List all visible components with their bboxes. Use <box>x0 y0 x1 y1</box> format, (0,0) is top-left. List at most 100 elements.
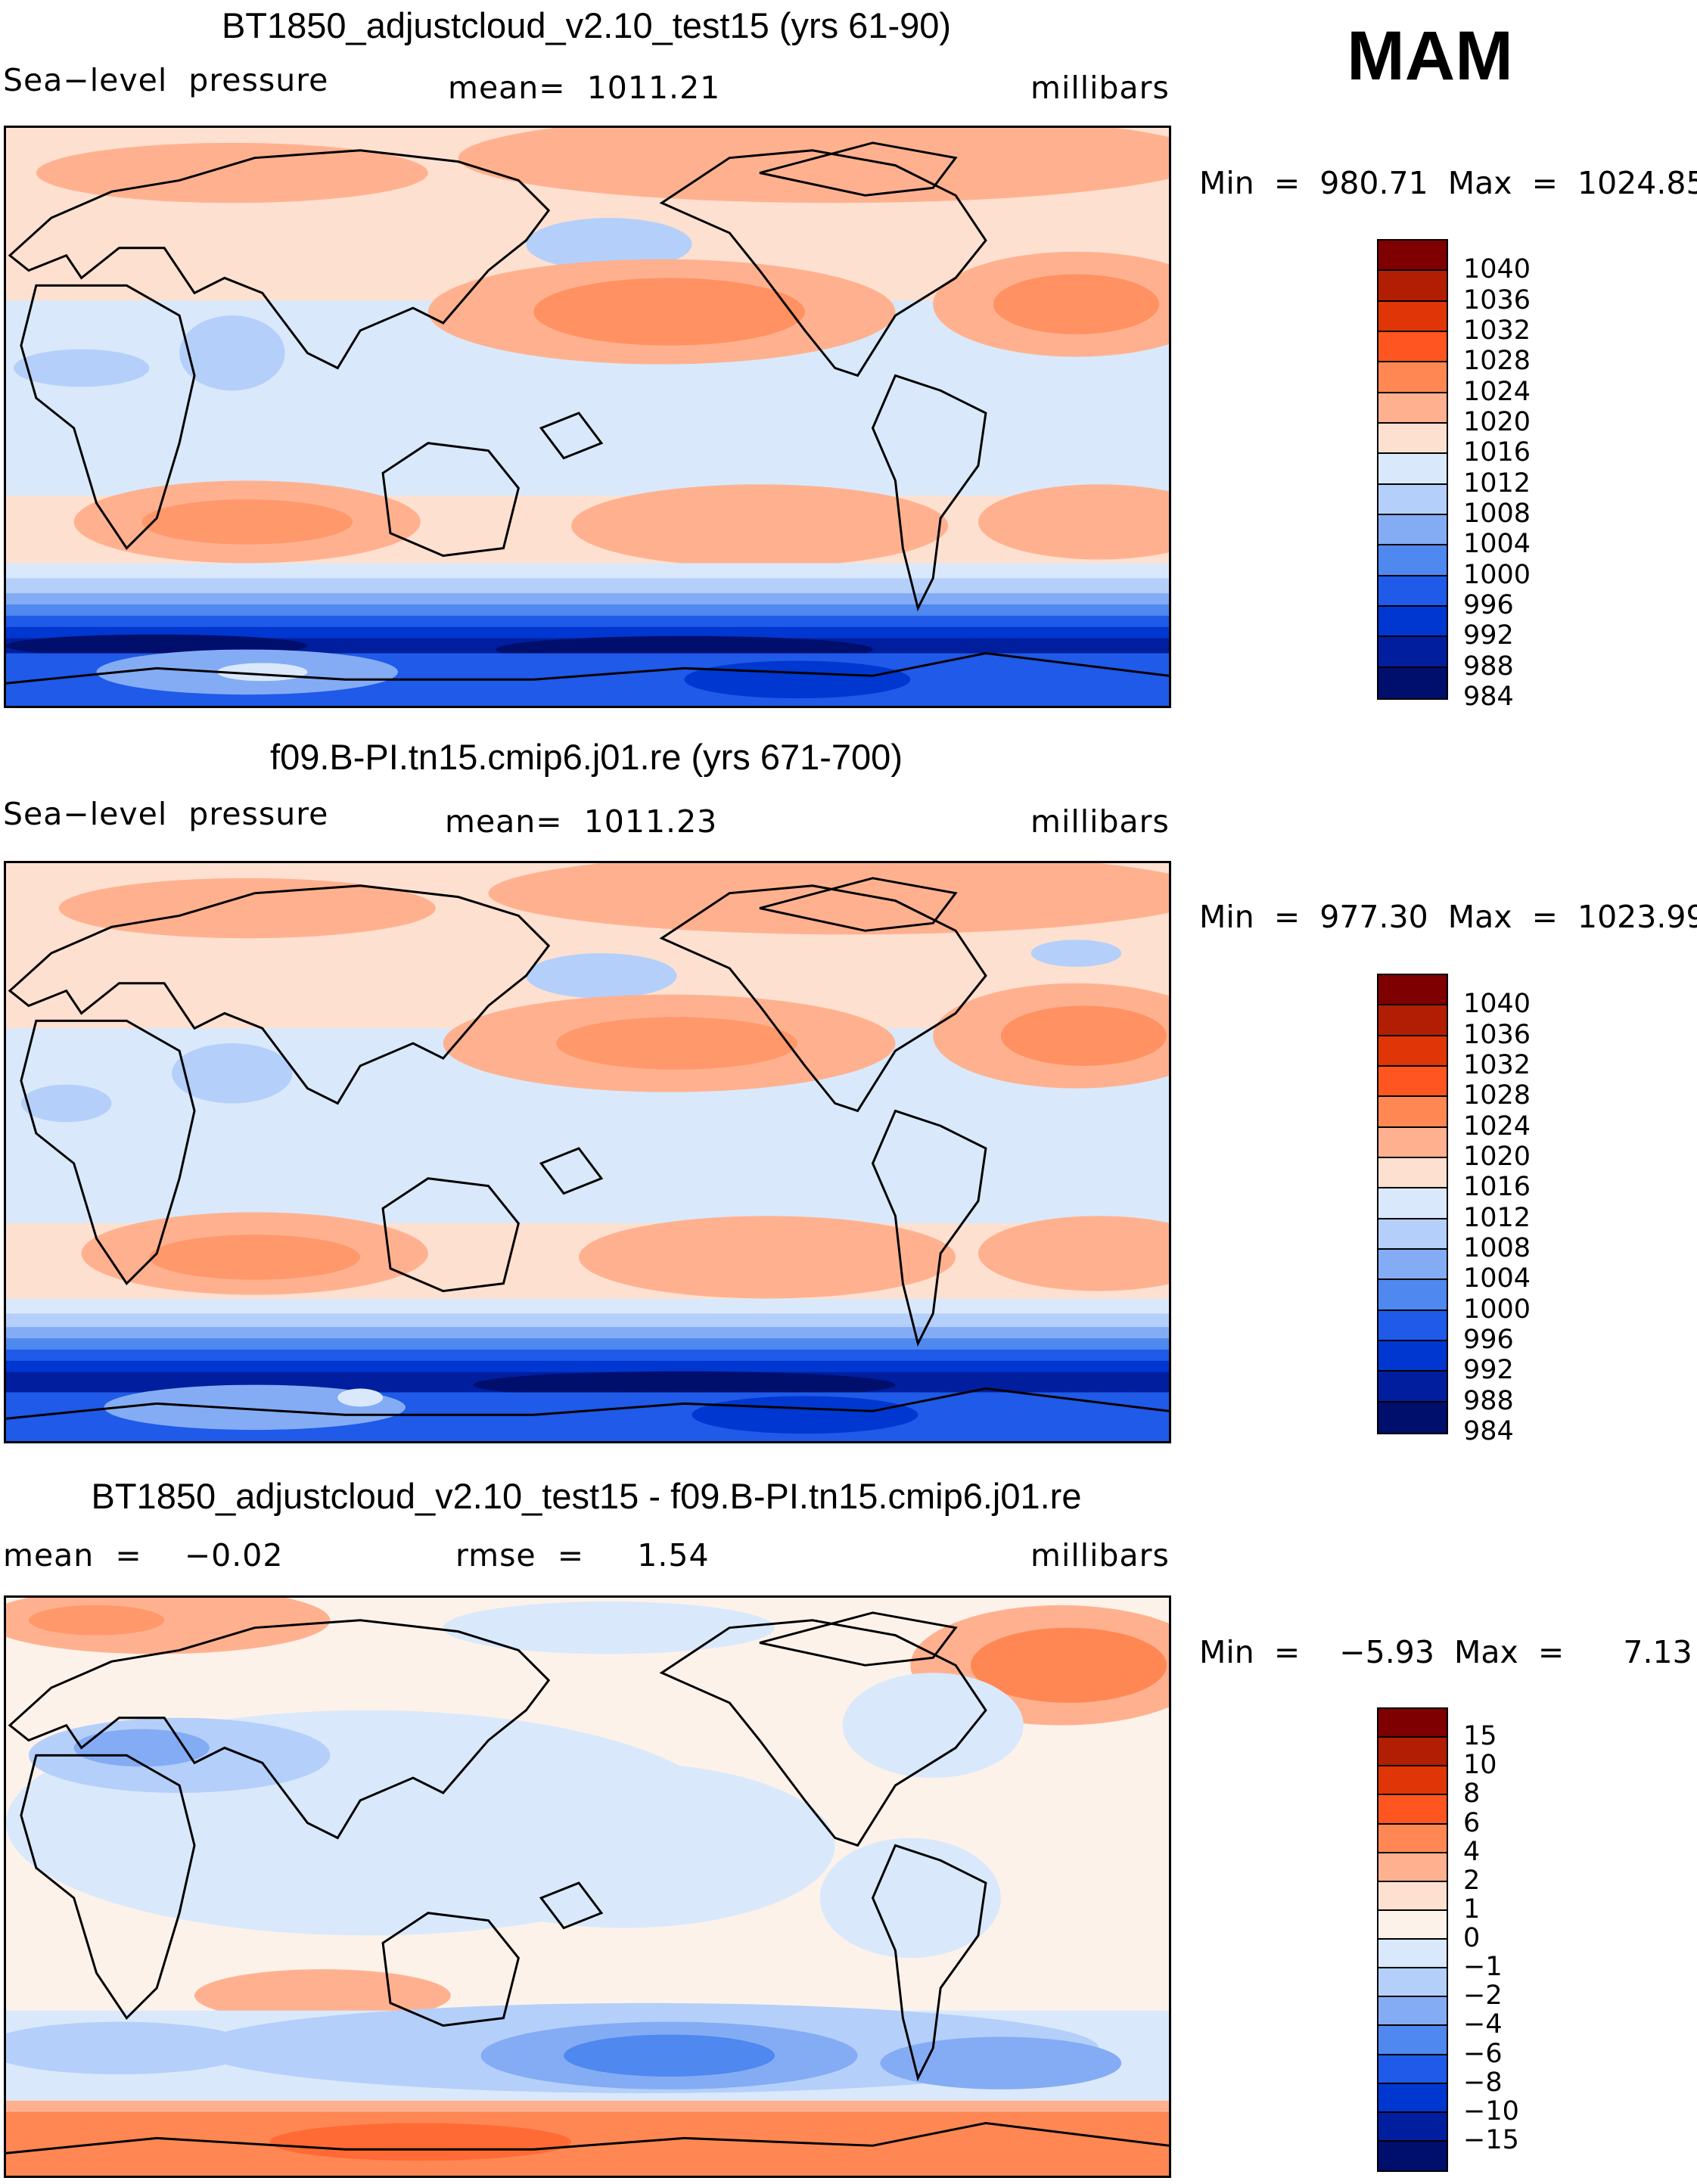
colorbar-tick-label: 984 <box>1463 1416 1514 1446</box>
colorbar-swatch <box>1378 975 1447 1006</box>
colorbar-tick-label: 1000 <box>1463 559 1531 590</box>
colorbar-swatch <box>1378 1795 1447 1825</box>
colorbar-swatch <box>1378 1766 1447 1796</box>
panel-2-map-svg <box>6 863 1169 1441</box>
colorbar-swatch <box>1378 1402 1447 1433</box>
colorbar-swatch <box>1378 545 1447 576</box>
panel-1-title: BT1850_adjustcloud_v2.10_test15 (yrs 61-… <box>221 5 952 45</box>
colorbar-swatch <box>1378 1968 1447 1998</box>
panel-3-units-label: millibars <box>1030 1537 1170 1574</box>
colorbar-swatch <box>1378 271 1447 302</box>
panel-3-map-svg <box>6 1598 1169 2176</box>
panel-1-map <box>4 126 1171 708</box>
colorbar-tick-label: 1016 <box>1463 437 1531 468</box>
colorbar-tick-label: 1004 <box>1463 1263 1531 1294</box>
colorbar-tick-label: 984 <box>1463 682 1514 712</box>
colorbar-swatch <box>1378 423 1447 455</box>
colorbar-tick-label: 15 <box>1463 1721 1497 1752</box>
colorbar-tick-label: 996 <box>1463 1325 1514 1355</box>
colorbar-swatch <box>1378 1853 1447 1882</box>
colorbar-tick-label: −15 <box>1463 2124 1519 2155</box>
colorbar-swatch <box>1378 1372 1447 1403</box>
panel-2-map <box>4 861 1171 1443</box>
colorbar-tick-label: 1032 <box>1463 1050 1531 1080</box>
colorbar-swatch <box>1378 241 1447 272</box>
colorbar-tick-label: −8 <box>1463 2067 1503 2098</box>
panel-2-colorbar <box>1377 974 1448 1434</box>
panel-1-mean-label: mean= 1011.21 <box>448 70 721 106</box>
colorbar-swatch <box>1378 1188 1447 1219</box>
colorbar-tick-label: 1036 <box>1463 284 1531 315</box>
colorbar-swatch <box>1378 454 1447 485</box>
colorbar-swatch <box>1378 362 1447 393</box>
colorbar-swatch <box>1378 1005 1447 1036</box>
panel-2-title: f09.B-PI.tn15.cmip6.j01.re (yrs 671-700) <box>270 737 903 777</box>
colorbar-tick-label: 1020 <box>1463 407 1531 437</box>
colorbar-swatch <box>1378 606 1447 638</box>
colorbar-swatch <box>1378 1881 1447 1911</box>
panel-1-minmax: Min = 980.71 Max = 1024.85 <box>1199 165 1697 201</box>
colorbar-tick-label: 988 <box>1463 651 1514 682</box>
panel-2-variable-label: Sea−level pressure <box>3 796 329 832</box>
colorbar-swatch <box>1378 1940 1447 1969</box>
panel-3-rmse-label: rmse = 1.54 <box>455 1537 710 1574</box>
colorbar-swatch <box>1378 514 1447 546</box>
colorbar-tick-label: 1008 <box>1463 499 1531 529</box>
panel-1-units-label: millibars <box>1030 70 1170 106</box>
colorbar-swatch <box>1378 1036 1447 1067</box>
colorbar-swatch <box>1378 2026 1447 2055</box>
colorbar-swatch <box>1378 331 1447 363</box>
colorbar-swatch <box>1378 484 1447 515</box>
colorbar-swatch <box>1378 637 1447 668</box>
colorbar-tick-label: 1040 <box>1463 989 1531 1020</box>
colorbar-swatch <box>1378 1341 1447 1372</box>
colorbar-tick-label: −1 <box>1463 1952 1503 1983</box>
panel-2-mean-label: mean= 1011.23 <box>445 803 718 840</box>
colorbar-swatch <box>1378 667 1447 698</box>
colorbar-tick-label: 1 <box>1463 1894 1481 1925</box>
colorbar-tick-label: 1012 <box>1463 1202 1531 1233</box>
panel-1-colorbar <box>1377 239 1448 700</box>
colorbar-tick-label: −6 <box>1463 2038 1503 2069</box>
colorbar-swatch <box>1378 393 1447 424</box>
colorbar-tick-label: 996 <box>1463 590 1514 620</box>
colorbar-tick-label: 1024 <box>1463 1111 1531 1142</box>
season-label: MAM <box>1347 17 1513 95</box>
panel-2-colorbar-labels: 1040 1036 1032 1028 1024 1020 1016 1012 1008 1004… <box>1463 974 1584 1445</box>
colorbar-swatch <box>1378 1310 1447 1341</box>
colorbar-tick-label: 1040 <box>1463 254 1531 285</box>
colorbar-swatch <box>1378 2112 1447 2142</box>
colorbar-tick-label: 988 <box>1463 1385 1514 1416</box>
colorbar-tick-label: 4 <box>1463 1836 1481 1867</box>
colorbar-tick-label: −10 <box>1463 2095 1519 2127</box>
panel-2-units-label: millibars <box>1030 803 1170 840</box>
colorbar-swatch <box>1378 1824 1447 1853</box>
colorbar-swatch <box>1378 301 1447 332</box>
colorbar-swatch <box>1378 2083 1447 2113</box>
colorbar-tick-label: 992 <box>1463 620 1514 651</box>
panel-3-colorbar <box>1377 1707 1448 2172</box>
colorbar-tick-label: 10 <box>1463 1750 1497 1781</box>
colorbar-swatch <box>1378 1709 1447 1738</box>
panel-1-colorbar-labels: 1040 1036 1032 1028 1024 1020 1016 1012 1008 1004… <box>1463 239 1584 710</box>
panel-3-colorbar-labels: 15 10 8 6 4 2 1 0 −1 −2 −4 −6 −8 −10 −15 <box>1463 1707 1584 2172</box>
colorbar-tick-label: 1036 <box>1463 1019 1531 1050</box>
colorbar-tick-label: 1012 <box>1463 468 1531 499</box>
colorbar-swatch <box>1378 2141 1447 2170</box>
colorbar-tick-label: 2 <box>1463 1865 1481 1896</box>
colorbar-swatch <box>1378 576 1447 607</box>
colorbar-tick-label: 1028 <box>1463 1080 1531 1111</box>
colorbar-tick-label: −2 <box>1463 1981 1503 2012</box>
colorbar-swatch <box>1378 2055 1447 2084</box>
colorbar-tick-label: 992 <box>1463 1355 1514 1386</box>
panel-1-map-svg <box>6 128 1169 706</box>
colorbar-tick-label: 0 <box>1463 1923 1481 1953</box>
colorbar-tick-label: 1020 <box>1463 1142 1531 1172</box>
colorbar-tick-label: 1008 <box>1463 1233 1531 1263</box>
colorbar-swatch <box>1378 1127 1447 1158</box>
colorbar-swatch <box>1378 1249 1447 1281</box>
colorbar-tick-label: 1032 <box>1463 315 1531 346</box>
colorbar-swatch <box>1378 1157 1447 1189</box>
colorbar-tick-label: 1004 <box>1463 529 1531 560</box>
colorbar-tick-label: 1016 <box>1463 1172 1531 1203</box>
